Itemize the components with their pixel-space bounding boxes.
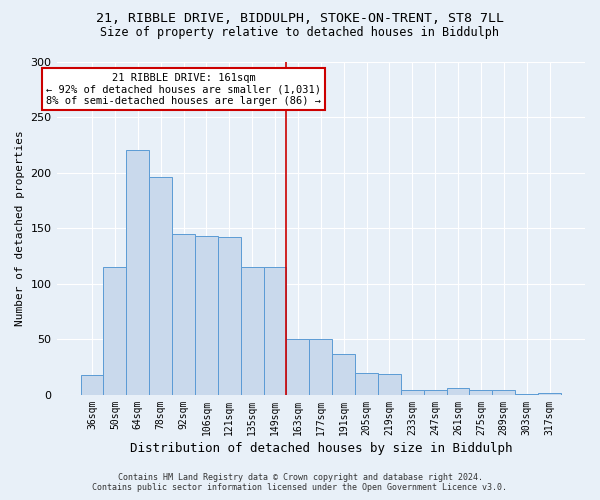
X-axis label: Distribution of detached houses by size in Biddulph: Distribution of detached houses by size …: [130, 442, 512, 455]
Bar: [493, 390, 515, 395]
Bar: [241, 267, 263, 395]
Bar: [195, 236, 218, 395]
Y-axis label: Number of detached properties: Number of detached properties: [15, 130, 25, 326]
Text: Contains HM Land Registry data © Crown copyright and database right 2024.
Contai: Contains HM Land Registry data © Crown c…: [92, 473, 508, 492]
Bar: [469, 390, 493, 395]
Bar: [263, 267, 286, 395]
Bar: [378, 374, 401, 395]
Bar: [149, 177, 172, 395]
Bar: [80, 375, 103, 395]
Bar: [103, 267, 127, 395]
Bar: [401, 390, 424, 395]
Bar: [424, 390, 446, 395]
Text: 21 RIBBLE DRIVE: 161sqm
← 92% of detached houses are smaller (1,031)
8% of semi-: 21 RIBBLE DRIVE: 161sqm ← 92% of detache…: [46, 72, 321, 106]
Bar: [355, 372, 378, 395]
Text: 21, RIBBLE DRIVE, BIDDULPH, STOKE-ON-TRENT, ST8 7LL: 21, RIBBLE DRIVE, BIDDULPH, STOKE-ON-TRE…: [96, 12, 504, 26]
Bar: [286, 340, 310, 395]
Bar: [332, 354, 355, 395]
Bar: [515, 394, 538, 395]
Bar: [538, 392, 561, 395]
Bar: [172, 234, 195, 395]
Text: Size of property relative to detached houses in Biddulph: Size of property relative to detached ho…: [101, 26, 499, 39]
Bar: [218, 237, 241, 395]
Bar: [310, 340, 332, 395]
Bar: [446, 388, 469, 395]
Bar: [127, 150, 149, 395]
